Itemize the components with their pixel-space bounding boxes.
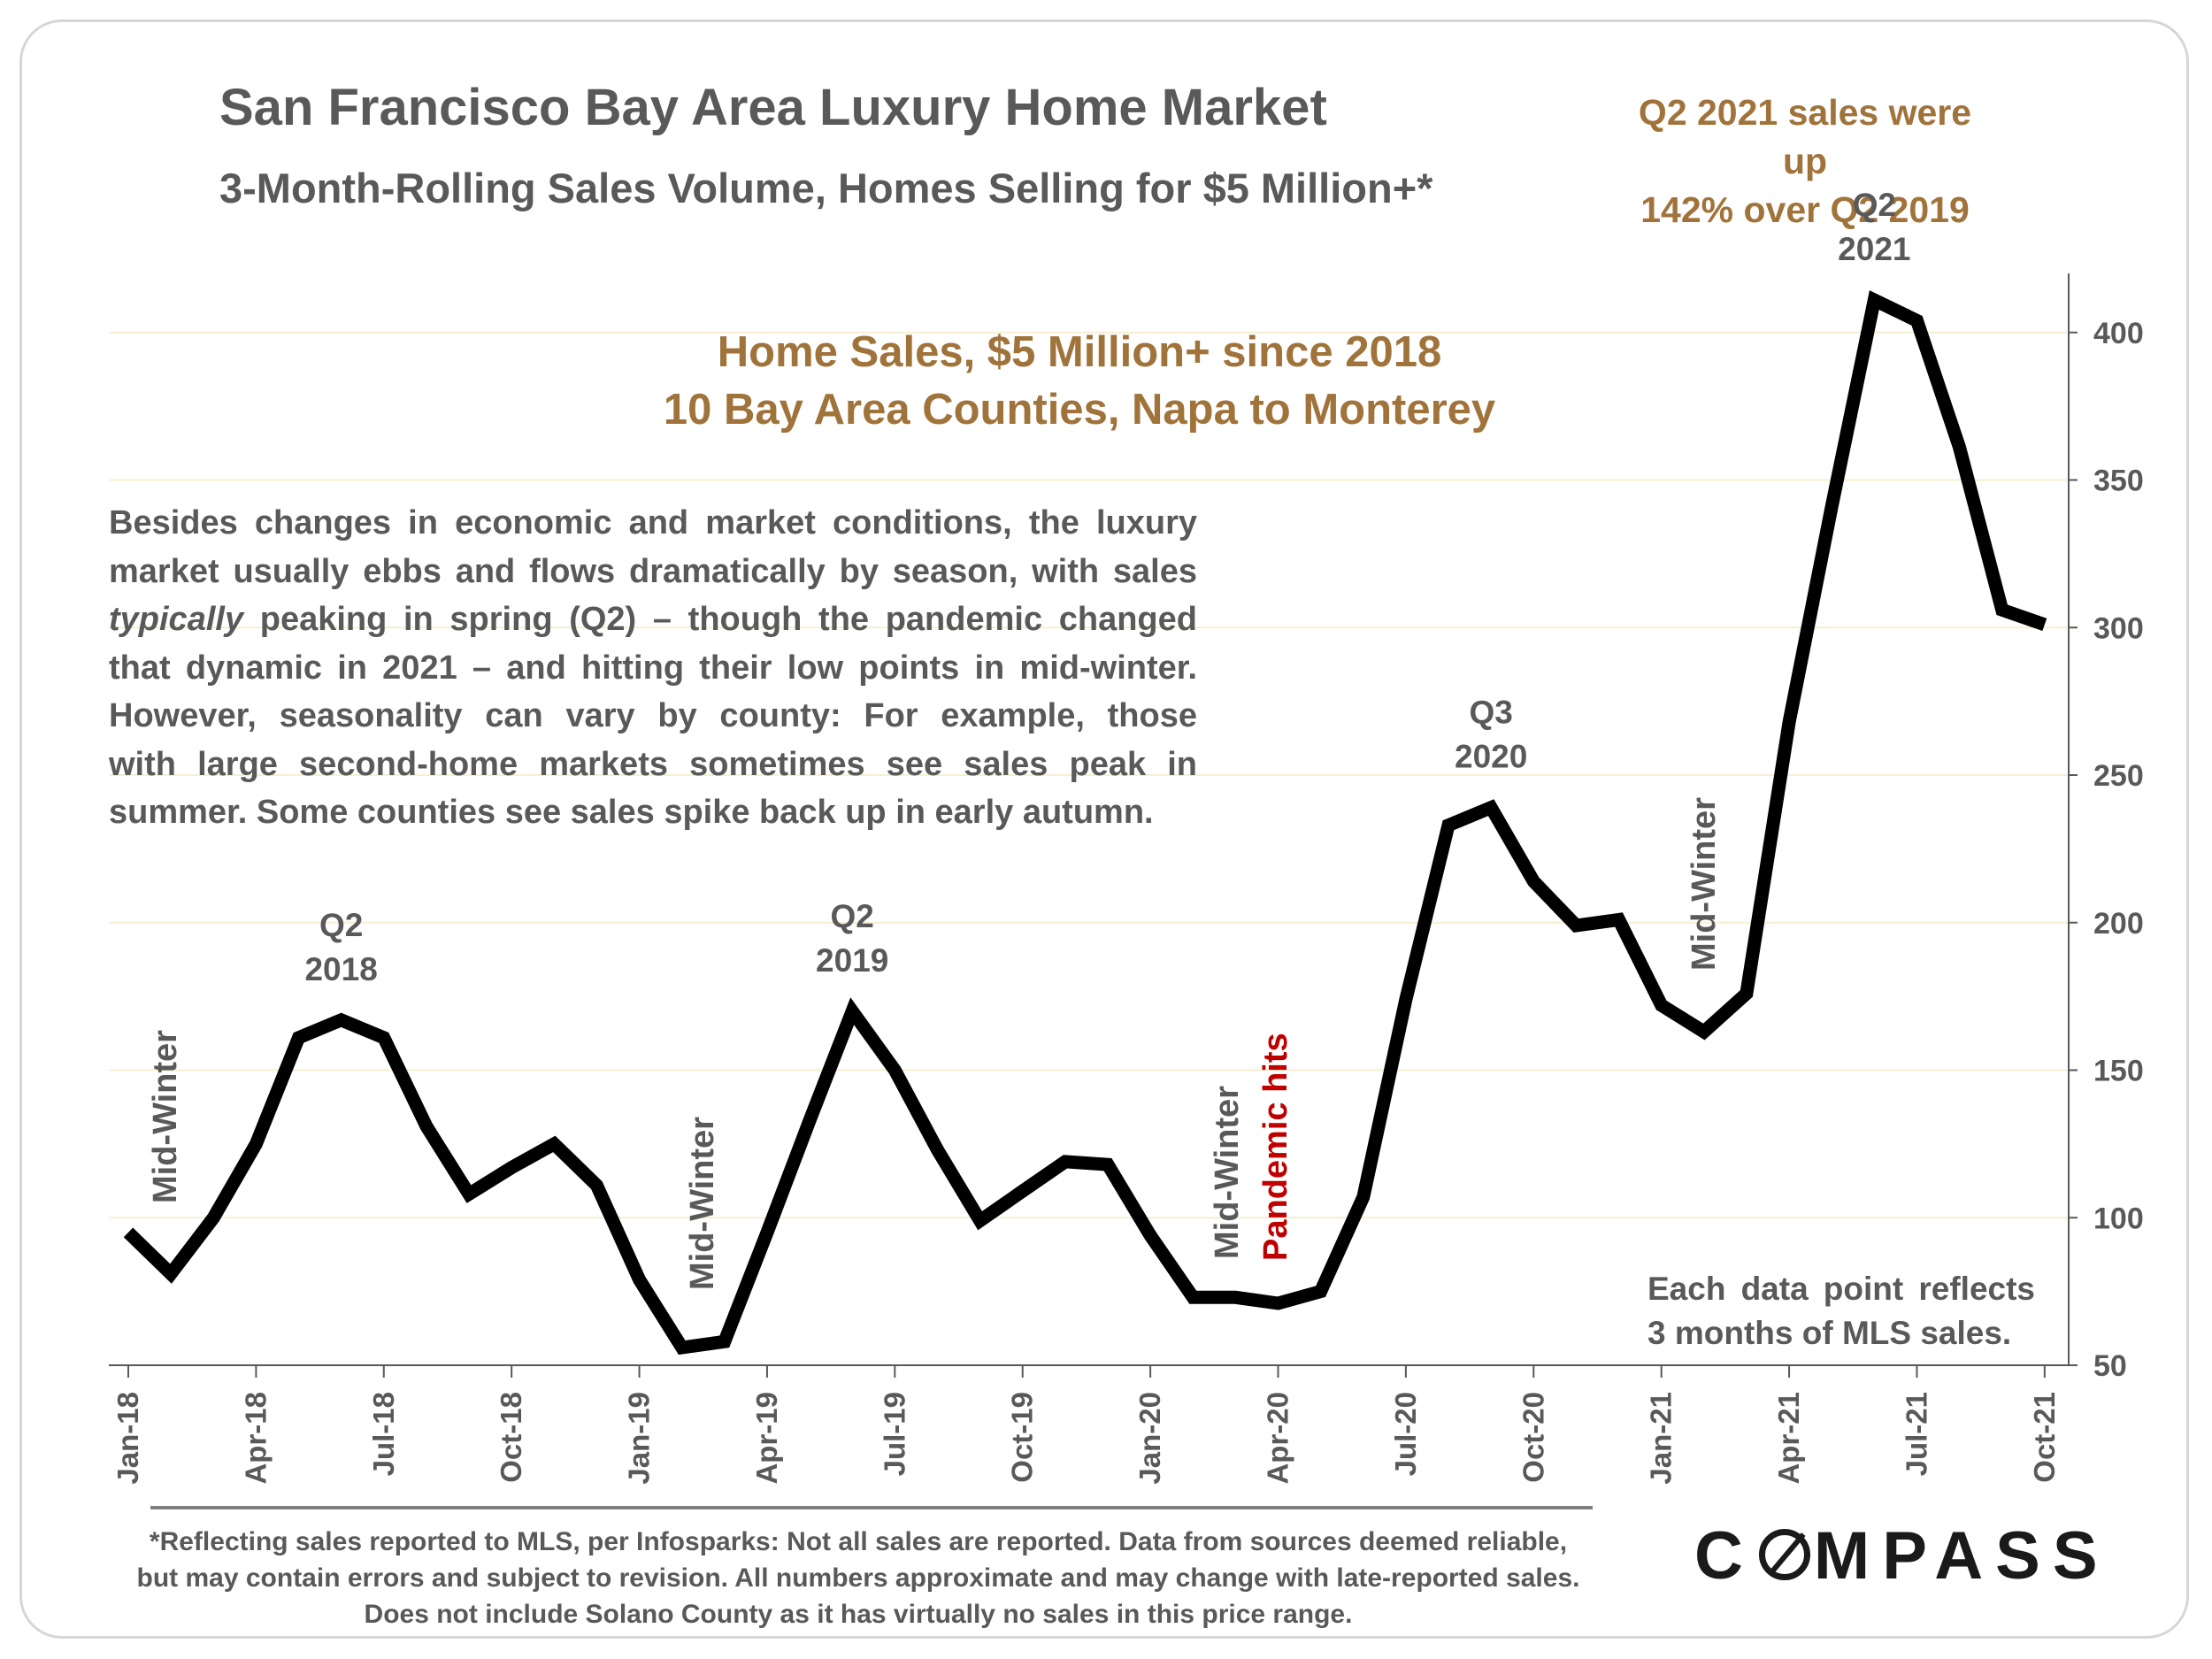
growth-callout: Q2 2021 sales were up 142% over Q2 2019 — [1628, 88, 1982, 234]
note-line-1: Each data point reflects — [1647, 1271, 2035, 1307]
vertical-annotations: Mid-Winter Mid-Winter Mid-Winter Pandemic h… — [147, 797, 1723, 1290]
y-tick-label: 100 — [2093, 1202, 2144, 1235]
footnote: *Reflecting sales reported to MLS, per I… — [106, 1524, 1610, 1632]
x-axis-tick-labels: Jan-18 Apr-18 Jul-18 Oct-18 Jan-19 Apr-19 Jul-… — [111, 1392, 2061, 1485]
y-tick-label: 250 — [2093, 759, 2144, 793]
callout-line-2: 142% over Q2 2019 — [1640, 189, 1970, 230]
paragraph-text: peaking in spring (Q2) – though the pand… — [243, 601, 1197, 638]
vertical-annotation-label: Mid-Winter — [147, 1030, 184, 1203]
peak-annotation-label: Q2 — [1853, 187, 1896, 223]
chart-inner-title: Home Sales, $5 Million+ since 2018 10 Ba… — [619, 324, 1540, 439]
logo-text-start: C — [1694, 1518, 1755, 1594]
x-tick-label: Oct-18 — [495, 1392, 527, 1483]
compass-logo: C MPASS — [1694, 1517, 2110, 1594]
x-tick-label: Jul-18 — [367, 1392, 400, 1476]
paragraph-line: summer. Some counties see sales spike ba… — [109, 794, 1154, 831]
note-line-2: 3 months of MLS sales. — [1647, 1315, 2012, 1351]
x-tick-label: Apr-21 — [1772, 1392, 1805, 1485]
y-tick-label: 200 — [2093, 907, 2144, 941]
inner-title-line-2: 10 Bay Area Counties, Napa to Monterey — [663, 386, 1496, 434]
y-axis-tick-labels: 50 100 150 200 250 300 350 400 — [2093, 317, 2144, 1383]
footnote-line-3: Does not include Solano County as it has… — [364, 1600, 1353, 1629]
series-line — [123, 290, 2047, 1356]
footnote-line-2: but may contain errors and subject to re… — [136, 1563, 1580, 1593]
x-tick-label: Jan-20 — [1133, 1392, 1166, 1485]
paragraph-line: Besides changes in economic and market c… — [109, 504, 1197, 541]
axes — [109, 273, 2078, 1378]
vertical-annotation-label: Mid-Winter — [1686, 797, 1723, 971]
paragraph-line: However, seasonality can vary by county:… — [109, 697, 1197, 734]
x-tick-label: Jul-19 — [878, 1392, 910, 1476]
peak-annotation-label: 2019 — [816, 942, 888, 979]
paragraph-line: typically peaking in spring (Q2) – thoug… — [109, 595, 1197, 644]
callout-line-1: Q2 2021 sales were up — [1638, 92, 1972, 181]
peak-annotations: Q2 2018 Q2 2019 Q3 2020 Q2 2021 — [304, 187, 1910, 987]
x-tick-label: Apr-19 — [750, 1392, 783, 1485]
page-subtitle: 3-Month-Rolling Sales Volume, Homes Sell… — [219, 165, 1433, 211]
paragraph-line: that dynamic in 2021 – and hitting their… — [109, 649, 1197, 687]
x-tick-label: Jan-18 — [111, 1392, 144, 1485]
peak-annotation-label: Q3 — [1469, 695, 1512, 731]
footnote-line-1: *Reflecting sales reported to MLS, per I… — [149, 1527, 1568, 1556]
paragraph-line: market usually ebbs and flows dramatical… — [109, 552, 1197, 590]
y-tick-label: 300 — [2093, 611, 2144, 645]
peak-annotation-label: 2018 — [304, 951, 377, 987]
compass-o-icon — [1758, 1529, 1810, 1580]
explanation-paragraph: Besides changes in economic and market c… — [109, 499, 1197, 837]
inner-title-line-1: Home Sales, $5 Million+ since 2018 — [717, 328, 1442, 376]
x-tick-label: Oct-21 — [2028, 1392, 2061, 1483]
peak-annotation-label: 2021 — [1838, 231, 1910, 267]
paragraph-line: with large second-home markets sometimes… — [109, 745, 1197, 783]
vertical-annotation-label: Pandemic hits — [1257, 1033, 1294, 1261]
page-title: San Francisco Bay Area Luxury Home Marke… — [219, 79, 1327, 136]
peak-annotation-label: Q2 — [319, 907, 363, 943]
vertical-annotation-label: Mid-Winter — [1209, 1086, 1246, 1259]
chart-frame — [19, 19, 2189, 1639]
x-tick-label: Apr-18 — [239, 1392, 272, 1485]
gridlines — [109, 331, 2069, 1219]
footnote-divider — [150, 1506, 1593, 1509]
x-tick-label: Jan-19 — [623, 1392, 656, 1485]
y-tick-label: 350 — [2093, 465, 2144, 498]
peak-annotation-label: Q2 — [831, 898, 874, 934]
data-point-note: Each data point reflects 3 months of MLS… — [1647, 1267, 2035, 1356]
x-tick-label: Jul-20 — [1389, 1392, 1422, 1476]
x-tick-label: Jul-21 — [1900, 1392, 1932, 1476]
y-tick-label: 400 — [2093, 317, 2144, 350]
y-tick-label: 50 — [2093, 1349, 2127, 1383]
vertical-annotation-label: Mid-Winter — [684, 1117, 721, 1290]
x-tick-label: Oct-20 — [1517, 1392, 1549, 1483]
logo-text-end: MPASS — [1813, 1518, 2110, 1594]
y-tick-label: 150 — [2093, 1055, 2144, 1088]
x-tick-label: Apr-20 — [1262, 1392, 1294, 1485]
x-tick-label: Jan-21 — [1645, 1392, 1678, 1485]
paragraph-emphasis: typically — [109, 601, 244, 638]
x-tick-label: Oct-19 — [1006, 1392, 1039, 1483]
peak-annotation-label: 2020 — [1455, 739, 1527, 775]
